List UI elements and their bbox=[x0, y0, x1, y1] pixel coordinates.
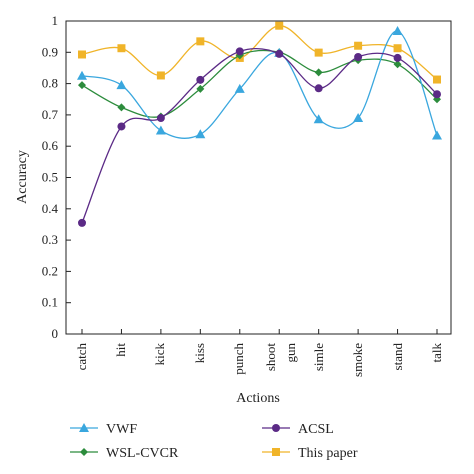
series-layer bbox=[77, 21, 442, 227]
x-tick-label: hit bbox=[113, 343, 128, 357]
legend-entry: This paper bbox=[262, 446, 358, 461]
data-point bbox=[432, 130, 442, 140]
y-tick-label: 0.1 bbox=[42, 295, 58, 310]
data-point bbox=[393, 60, 402, 69]
data-point bbox=[353, 113, 364, 123]
data-point bbox=[393, 53, 402, 62]
x-tick-label: stand bbox=[390, 343, 405, 371]
data-point bbox=[156, 114, 165, 123]
series-wsl-cvcr bbox=[78, 48, 441, 121]
data-point bbox=[78, 218, 86, 227]
series-this-paper bbox=[78, 21, 441, 84]
series-acsl bbox=[78, 47, 441, 227]
data-point bbox=[314, 48, 323, 57]
x-tick-label: punch bbox=[231, 343, 246, 375]
data-point bbox=[433, 75, 441, 84]
data-point bbox=[155, 125, 166, 135]
y-tick-label: 0.7 bbox=[42, 107, 59, 122]
data-point bbox=[393, 44, 402, 53]
data-point bbox=[78, 50, 86, 59]
y-tick-label: 0.5 bbox=[42, 170, 58, 185]
data-point bbox=[117, 122, 126, 131]
y-tick-label: 1 bbox=[52, 13, 59, 28]
series-line bbox=[81, 47, 438, 224]
data-point bbox=[156, 71, 165, 80]
x-tick-label: simle bbox=[311, 343, 326, 371]
x-tick-label: smoke bbox=[350, 343, 365, 377]
series-line bbox=[81, 25, 438, 81]
y-tick-label: 0.9 bbox=[42, 44, 58, 59]
legend-marker bbox=[272, 448, 280, 456]
data-point bbox=[116, 80, 127, 90]
x-axis: catch hit kick kiss punch shoot gun simle smoke s… bbox=[74, 329, 444, 377]
data-point bbox=[117, 44, 126, 53]
y-tick-label: 0.4 bbox=[42, 201, 59, 216]
legend-entry: VWF bbox=[70, 422, 137, 437]
y-tick-label: 0 bbox=[52, 326, 59, 341]
x-tick-label: shoot bbox=[263, 343, 278, 372]
y-tick-label: 0.2 bbox=[42, 263, 58, 278]
legend-label: VWF bbox=[106, 422, 137, 437]
legend-entry: ACSL bbox=[262, 422, 334, 437]
series-line bbox=[81, 30, 438, 139]
data-point bbox=[196, 84, 205, 93]
data-point bbox=[314, 68, 323, 77]
data-point bbox=[77, 70, 87, 80]
y-axis-title: Accuracy bbox=[15, 150, 30, 204]
legend: VWF ACSL WSL-CVCR This paper bbox=[70, 422, 358, 461]
x-tick-label: kiss bbox=[192, 343, 207, 363]
x-tick-label: kick bbox=[152, 343, 167, 366]
x-axis-title: Actions bbox=[236, 391, 280, 406]
data-point bbox=[117, 103, 126, 112]
data-point bbox=[78, 81, 86, 90]
data-point bbox=[433, 90, 441, 99]
data-point bbox=[235, 47, 244, 56]
plot-frame bbox=[65, 20, 452, 335]
data-point bbox=[275, 49, 284, 58]
series-line bbox=[81, 49, 438, 118]
data-point bbox=[354, 41, 363, 50]
legend-label: This paper bbox=[298, 446, 358, 461]
data-point bbox=[354, 52, 363, 61]
data-point bbox=[196, 37, 205, 46]
y-tick-label: 0.3 bbox=[42, 232, 58, 247]
data-point bbox=[275, 21, 284, 30]
data-point bbox=[195, 129, 206, 139]
legend-marker bbox=[272, 424, 280, 432]
legend-marker bbox=[80, 448, 88, 456]
data-point bbox=[313, 114, 324, 124]
data-point bbox=[314, 84, 323, 93]
y-axis: 0 0.1 0.2 0.3 0.4 0.5 0.6 0.7 0.8 0.9 1 bbox=[42, 13, 71, 341]
legend-label: WSL-CVCR bbox=[106, 446, 179, 461]
data-point bbox=[234, 83, 245, 93]
legend-label: ACSL bbox=[298, 422, 334, 437]
data-point bbox=[196, 75, 205, 84]
legend-entry: WSL-CVCR bbox=[70, 446, 179, 461]
y-tick-label: 0.8 bbox=[42, 76, 58, 91]
x-tick-label: gun bbox=[283, 343, 298, 363]
x-tick-label: talk bbox=[429, 343, 444, 363]
data-point bbox=[392, 26, 403, 36]
x-tick-label: catch bbox=[74, 343, 89, 371]
legend-marker bbox=[79, 423, 89, 432]
y-tick-label: 0.6 bbox=[42, 138, 59, 153]
series-vwf bbox=[77, 26, 442, 140]
